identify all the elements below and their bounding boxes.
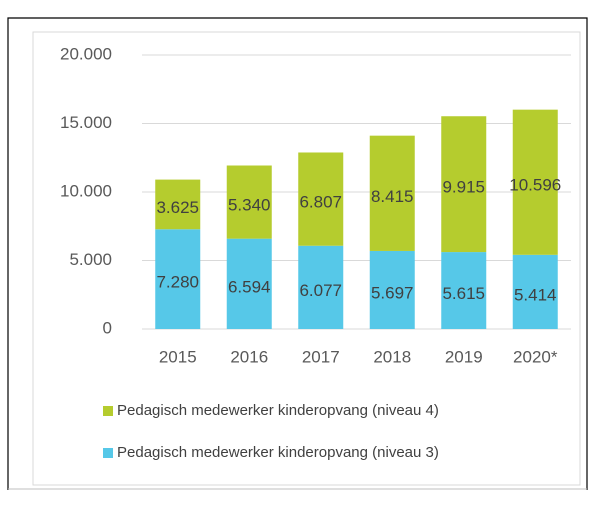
legend-label: Pedagisch medewerker kinderopvang (nivea… [117,402,439,419]
bar-segment [226,238,272,329]
bar-segment [298,245,344,329]
bar-segment [512,254,558,329]
bar-segment [441,116,487,253]
data-label: 5.615 [442,284,485,303]
x-tick-label: 2016 [230,347,268,366]
bar-segment [441,252,487,329]
y-tick-label: 5.000 [69,250,112,269]
data-label: 6.594 [228,277,271,296]
bar-segment [298,152,344,246]
y-tick-label: 0 [103,318,112,337]
legend-swatch [103,406,113,416]
data-label: 5.340 [228,196,271,215]
x-tick-label: 2018 [373,347,411,366]
bar-segment [226,165,272,239]
x-tick-label: 2020* [513,347,558,366]
data-label: 5.414 [514,285,557,304]
x-tick-label: 2015 [159,347,197,366]
bar-segment [155,229,201,329]
x-tick-label: 2017 [302,347,340,366]
data-label: 6.077 [299,281,342,300]
data-label: 6.807 [299,193,342,212]
bar-segment [369,135,415,251]
data-label: 9.915 [442,178,485,197]
data-label: 8.415 [371,187,414,206]
bar-segment [369,250,415,329]
x-tick-label: 2019 [445,347,483,366]
frame [7,17,588,490]
data-label: 10.596 [509,176,561,195]
y-tick-label: 20.000 [60,44,112,63]
y-tick-label: 10.000 [60,181,112,200]
y-tick-label: 15.000 [60,113,112,132]
data-label: 3.625 [156,198,199,217]
bar-segment [155,179,201,230]
legend-label: Pedagisch medewerker kinderopvang (nivea… [117,444,439,461]
chart-area-border [32,31,581,486]
data-label: 5.697 [371,283,414,302]
bar-segment [512,109,558,255]
data-label: 7.280 [156,273,199,292]
legend-swatch [103,448,113,458]
